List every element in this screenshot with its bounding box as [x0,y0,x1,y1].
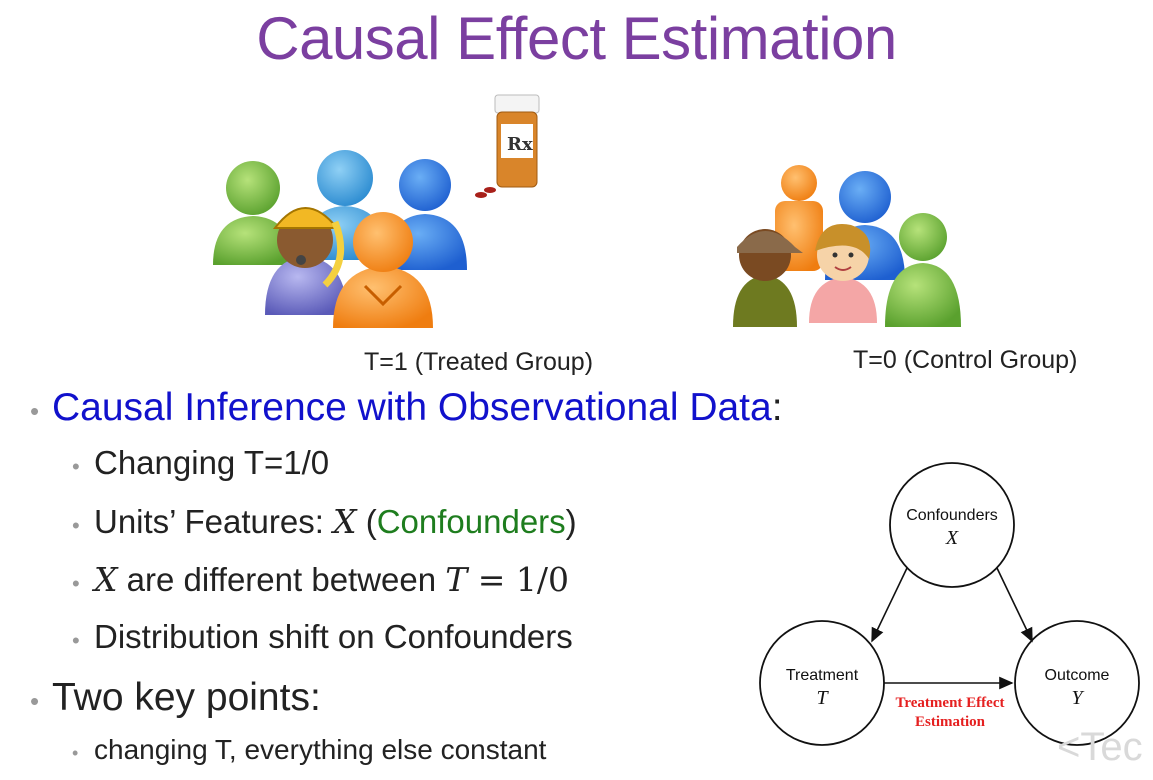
bullet-dot: • [72,628,80,653]
pill-bottle-icon: Rx [475,94,540,198]
math-x: X [94,560,118,599]
edge-confounders-outcome [996,567,1033,643]
outcome-var: Y [1071,687,1084,709]
svg-text:Rx: Rx [507,134,533,155]
watermark: <Tec [1057,725,1143,769]
control-group-illustration [733,165,961,327]
effect-label-line2: Estimation [915,714,986,730]
colon: : [771,386,783,429]
confounders-var: X [945,527,959,549]
bullet-dot: • [30,686,40,716]
bullet-text: Distribution shift on Confounders [94,618,573,655]
treatment-var: T [816,687,829,709]
confounders-node: Confounders X [889,462,1015,588]
treatment-node: Treatment T [759,620,885,746]
highlight-causal-inference: Causal Inference with Observational Data [52,386,772,429]
bullet-text: Changing T=1/0 [94,444,330,481]
person-girl-icon [809,224,877,323]
edge-confounders-treatment [871,567,908,643]
treated-group-label: T=1 (Treated Group) [364,348,594,376]
treated-group-illustration: Rx [213,94,540,328]
outcome-label: Outcome [1045,667,1110,684]
treatment-label: Treatment [786,667,859,684]
bullet-text: Two key points: [52,676,321,719]
bullet-dot: • [72,454,80,479]
bullet-causal-inference: • Causal Inference with Observational Da… [30,386,790,444]
bullet-two-key-points: • Two key points: [30,676,790,734]
math-eq: = 1/0 [467,560,570,599]
highlight-confounders: Confounders [376,503,566,540]
bullet-dot: • [72,571,80,596]
slide-title: Causal Effect Estimation [256,5,897,72]
paren-close: ) [565,503,577,540]
effect-label-line1: Treatment Effect [896,695,1005,711]
math-t: T [445,560,468,599]
bullet-changing-t-constant: • changing T, everything else constant [30,734,790,780]
bullet-text: are different between [117,561,446,598]
confounders-label: Confounders [906,507,998,524]
paren-open: ( [356,503,377,540]
bullet-text: changing T, everything else constant [94,734,547,765]
bullet-text: Units’ Features: [94,503,334,540]
bullet-dot: • [30,396,40,426]
bullet-changing-t: • Changing T=1/0 [30,444,790,502]
bullet-distribution-shift: • Distribution shift on Confounders [30,618,790,676]
person-green-icon [885,213,961,327]
person-headset-icon [265,207,347,315]
control-group-label: T=0 (Control Group) [853,346,1078,374]
bullet-dot: • [72,743,79,763]
math-x: X [333,502,357,541]
bullet-units-features: • Units’ Features: X (Confounders) [30,502,790,560]
causal-diagram: Confounders X Treatment T Outcome Y Trea… [759,462,1143,769]
bullet-list: • Causal Inference with Observational Da… [30,386,790,780]
person-green-icon [213,161,293,265]
bullet-x-different: • X are different between T = 1/0 [30,560,790,618]
bullet-dot: • [72,513,80,538]
person-orange-icon [333,212,433,328]
outcome-node: Outcome Y [1014,620,1140,746]
person-cap-icon [733,229,803,327]
